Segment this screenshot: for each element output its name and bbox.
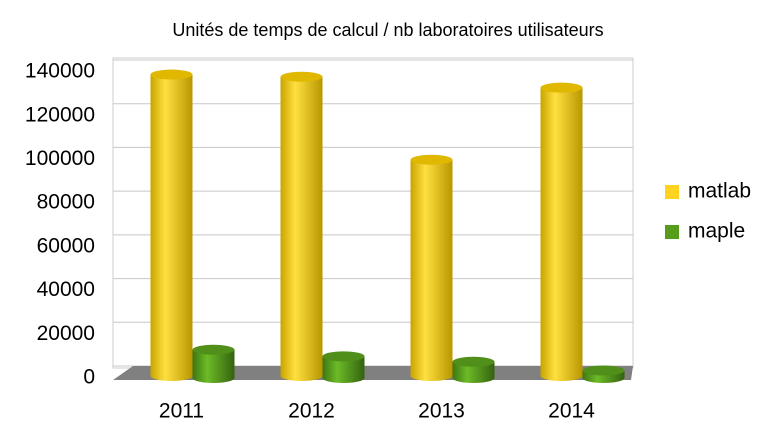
floor xyxy=(113,366,633,380)
x-tick-label: 2011 xyxy=(159,400,204,423)
y-tick-label: 140000 xyxy=(25,60,95,83)
cylinder-top xyxy=(452,356,495,367)
bar xyxy=(582,365,625,383)
cylinder-top xyxy=(410,154,453,165)
cylinder-top xyxy=(280,71,323,82)
bar xyxy=(150,69,193,382)
x-tick-label: 2013 xyxy=(418,400,465,423)
cylinder-body xyxy=(452,361,495,383)
y-tick-label: 60000 xyxy=(37,234,95,257)
y-tick-label: 40000 xyxy=(37,278,95,301)
y-tick-label: 0 xyxy=(83,366,95,389)
y-tick-label: 20000 xyxy=(37,322,95,345)
cylinder-body xyxy=(540,87,583,382)
cylinder-body xyxy=(150,74,193,382)
bar xyxy=(410,154,453,382)
cylinder-top xyxy=(322,351,365,362)
legend-swatch xyxy=(665,225,679,239)
bar xyxy=(322,351,365,383)
cylinder-body xyxy=(192,349,235,383)
cylinder-top xyxy=(192,344,235,355)
bar xyxy=(540,82,583,382)
x-tick-label: 2014 xyxy=(548,400,595,423)
legend-swatch xyxy=(665,185,679,199)
bar xyxy=(192,344,235,383)
cylinder-body xyxy=(410,159,453,382)
bar xyxy=(452,356,495,383)
cylinder-body xyxy=(322,356,365,383)
y-tick-label: 120000 xyxy=(25,103,95,126)
legend-label: maple xyxy=(688,220,745,243)
cylinder-top xyxy=(540,82,583,93)
cylinder-body xyxy=(280,76,323,382)
cylinder-top xyxy=(150,69,193,80)
chart-title: Unités de temps de calcul / nb laboratoi… xyxy=(172,20,603,40)
x-tick-label: 2012 xyxy=(288,400,335,423)
y-tick-label: 80000 xyxy=(37,191,95,214)
cylinder-top xyxy=(582,365,625,376)
bar xyxy=(280,71,323,382)
legend-label: matlab xyxy=(688,180,751,203)
y-tick-label: 100000 xyxy=(25,147,95,170)
